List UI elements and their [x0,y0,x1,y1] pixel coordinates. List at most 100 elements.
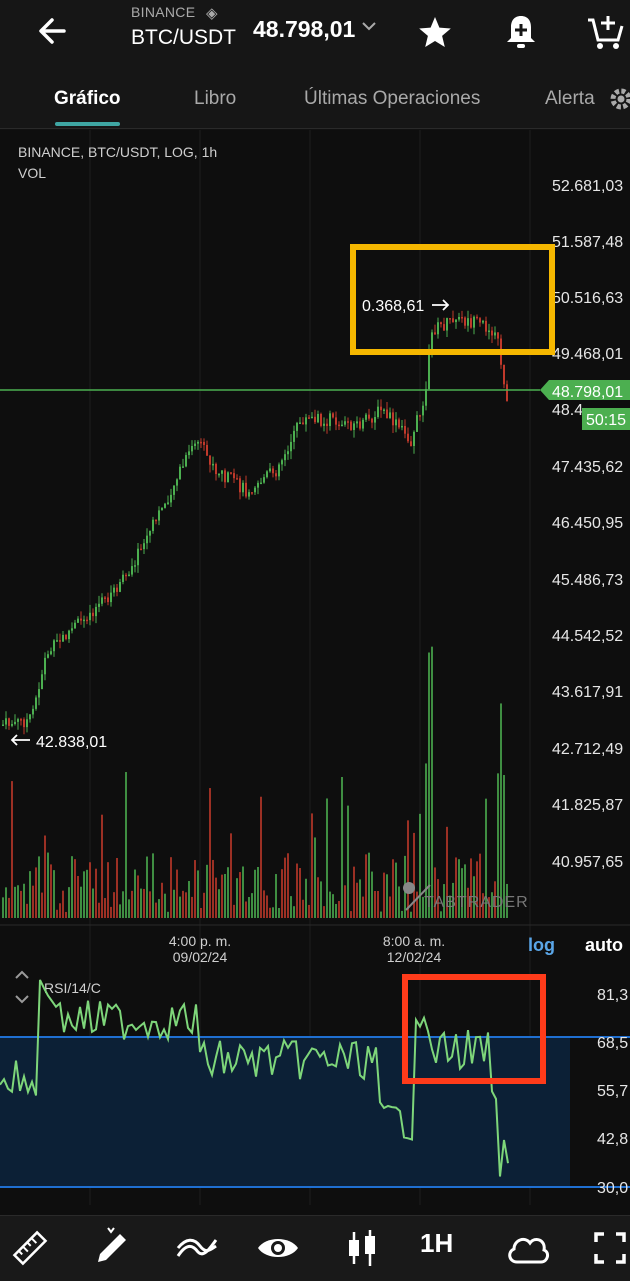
volume-bar [299,868,301,918]
volume-bar [461,868,463,918]
highlight-box-red [402,974,546,1084]
volume-bar [242,866,244,918]
candle [455,319,457,323]
volume-bar [332,894,334,918]
timeframe-button[interactable]: 1H [420,1228,454,1258]
volume-bar [140,888,142,918]
indicators-icon[interactable] [172,1224,220,1272]
tab-chart[interactable]: Gráfico [54,88,121,109]
fullscreen-icon[interactable] [586,1224,630,1272]
volume-bar [371,871,373,918]
pencil-icon[interactable] [88,1224,136,1272]
ruler-icon[interactable] [6,1224,54,1272]
price-axis-label: 49.468,01 [552,346,623,363]
candle [491,330,493,336]
eye-icon[interactable] [254,1224,302,1272]
volume-bar [161,882,163,918]
volume-bar [104,898,106,918]
volume-bar [302,899,304,918]
tab-alerts[interactable]: Alerta [545,88,595,109]
candle [98,603,100,607]
candle [314,416,316,423]
candle [494,332,496,336]
candle [230,472,232,474]
candle [50,651,52,655]
volume-bar [467,887,469,918]
star-icon[interactable] [411,8,459,56]
candle [284,454,286,461]
volume-bar [476,861,478,918]
candle [125,574,127,577]
candle [152,519,154,532]
pair-label[interactable]: BTC/USDT [131,26,236,49]
auto-toggle[interactable]: auto [585,935,623,955]
alert-add-icon[interactable] [497,8,545,56]
volume-bar [152,853,154,918]
log-toggle[interactable]: log [528,935,555,955]
chevron-down-icon[interactable] [358,15,380,37]
volume-bar [491,892,493,918]
candle [119,582,121,592]
volume-bar [167,911,169,918]
tab-trades[interactable]: Últimas Operaciones [304,88,481,109]
price-axis-label: 42.712,49 [552,741,623,758]
candle [272,468,274,474]
volume-bar [128,899,130,918]
candle [359,421,361,429]
volume-bar [11,781,13,918]
back-arrow-icon[interactable] [30,8,76,54]
candle [239,478,241,493]
volume-bar [191,896,193,918]
volume-bar [59,903,61,918]
candle [206,445,208,456]
volume-bar [449,895,451,918]
volume-bar [77,875,79,918]
candle [374,417,376,423]
volume-bar [149,891,151,918]
volume-bar [134,869,136,918]
volume-bar [269,907,271,918]
candle [416,415,418,432]
candle [311,416,313,419]
volume-bar [116,857,118,918]
watermark: TABTRADER [424,894,529,911]
high-label: 0.368,61 [362,298,424,315]
price-axis-label: 51.587,48 [552,234,623,251]
volume-bar [419,813,421,918]
price-axis-label: 41.825,87 [552,797,623,814]
volume-bar [212,859,214,918]
volume-bar [65,911,67,918]
tab-book[interactable]: Libro [194,88,237,109]
candles-icon[interactable] [338,1224,386,1272]
top-bar: BINANCE ◈ BTC/USDT 48.798,01 [0,0,630,64]
candle [176,479,178,486]
volume-bar [446,826,448,918]
candle [263,477,265,483]
price-chart[interactable]: BINANCE, BTC/USDT, LOG, 1h VOL 52.681,03… [0,130,630,1215]
current-price-label: 48.798,01 [552,384,623,401]
candle [92,612,94,617]
candle [302,422,304,425]
candle [398,419,400,428]
volume-bar [500,703,502,918]
volume-bar [101,814,103,918]
candle [296,422,298,431]
volume-bar [455,857,457,918]
price-axis-label: 47.435,62 [552,459,623,476]
cloud-icon[interactable] [503,1224,551,1272]
volume-bar [143,888,145,918]
settings-icon[interactable] [606,84,630,114]
volume-bar [56,909,58,918]
volume-bar [413,832,415,918]
candle [392,412,394,426]
candle [260,482,262,485]
volume-bar [68,887,70,918]
volume-bar [506,883,508,918]
cart-add-icon[interactable] [582,8,630,56]
volume-bar [74,859,76,918]
candle [323,423,325,426]
pane-resize-icon[interactable] [15,970,29,1004]
candle [344,421,346,425]
last-price: 48.798,01 [253,16,356,42]
candle [446,318,448,331]
